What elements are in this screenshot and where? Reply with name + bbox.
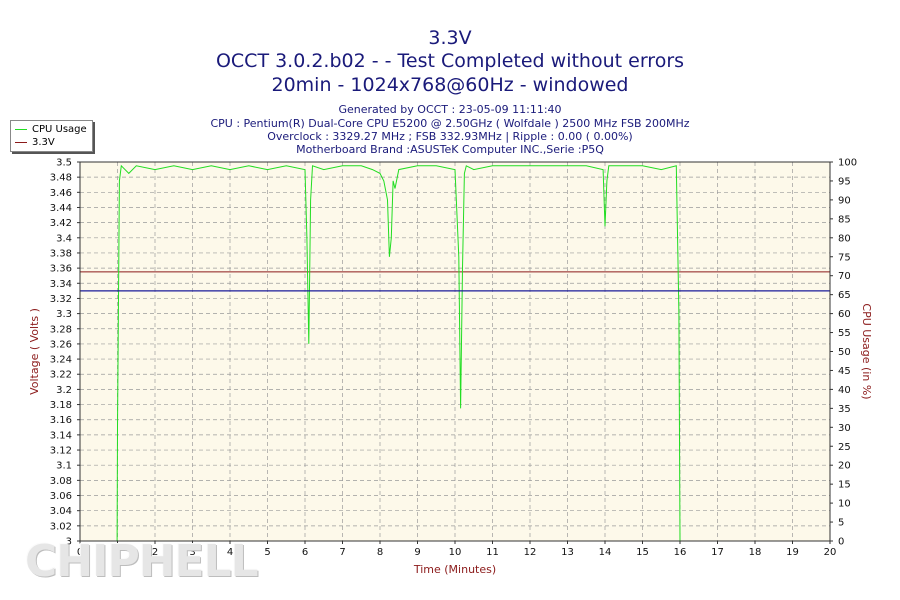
chart-title-line-3: 20min - 1024x768@60Hz - windowed: [271, 74, 629, 96]
y-tick-label: 3.2: [56, 385, 72, 396]
x-tick-label: 15: [636, 547, 649, 558]
x-axis-label: Time (Minutes): [413, 563, 496, 576]
y-tick-label: 3.3: [56, 309, 72, 320]
y-tick-label: 3.28: [50, 324, 72, 335]
y2-tick-label: 35: [838, 404, 851, 415]
x-tick-label: 2: [152, 547, 158, 558]
y-tick-label: 3.12: [50, 446, 72, 457]
legend: CPU Usage 3.3V: [10, 120, 93, 152]
y2-tick-label: 45: [838, 366, 851, 377]
y-tick-label: 3.32: [50, 294, 72, 305]
x-tick-label: 19: [786, 547, 799, 558]
x-tick-label: 4: [227, 547, 233, 558]
legend-label-cpu-usage: CPU Usage: [32, 124, 87, 135]
legend-item-3-3v: 3.3V: [15, 136, 55, 149]
cpu-info: CPU : Pentium(R) Dual-Core CPU E5200 @ 2…: [210, 117, 690, 130]
y2-tick-label: 20: [838, 461, 851, 472]
legend-swatch-3-3v: [15, 141, 27, 143]
y2-tick-label: 0: [838, 537, 844, 548]
y-tick-label: 3.46: [50, 188, 72, 199]
y2-tick-label: 10: [838, 499, 851, 510]
y-tick-label: 3.48: [50, 173, 72, 184]
y-tick-label: 3.26: [50, 339, 72, 350]
y2-tick-label: 85: [838, 214, 851, 225]
y2-tick-label: 80: [838, 233, 851, 244]
y-tick-label: 3.5: [56, 158, 72, 169]
x-tick-label: 17: [711, 547, 724, 558]
y2-tick-label: 15: [838, 480, 851, 491]
y-tick-label: 3.22: [50, 370, 72, 381]
y2-tick-label: 90: [838, 195, 851, 206]
x-tick-label: 20: [824, 547, 837, 558]
chart-title: 3.3V: [428, 27, 472, 49]
chart-title-line-2: OCCT 3.0.2.b02 - - Test Completed withou…: [215, 50, 685, 72]
y-tick-label: 3.34: [50, 279, 72, 290]
y2-tick-label: 100: [838, 158, 857, 169]
y2-tick-label: 40: [838, 385, 851, 396]
y-tick-label: 3: [66, 537, 72, 548]
x-tick-label: 13: [561, 547, 574, 558]
x-tick-label: 11: [486, 547, 499, 558]
x-tick-label: 18: [749, 547, 762, 558]
y-tick-label: 3.06: [50, 491, 72, 502]
x-tick-label: 7: [339, 547, 345, 558]
x-tick-label: 10: [449, 547, 462, 558]
y-tick-label: 3.16: [50, 415, 72, 426]
y-tick-label: 3.04: [50, 506, 72, 517]
y-tick-label: 3.38: [50, 248, 72, 259]
legend-label-3-3v: 3.3V: [32, 137, 55, 148]
y2-axis-label: CPU Usage (in %): [860, 303, 873, 399]
y2-tick-label: 95: [838, 176, 851, 187]
y2-tick-label: 65: [838, 290, 851, 301]
x-tick-label: 3: [189, 547, 195, 558]
x-tick-label: 6: [302, 547, 308, 558]
x-tick-label: 9: [414, 547, 420, 558]
series-line-cpu-usage: [80, 164, 681, 542]
y-tick-label: 3.44: [50, 203, 72, 214]
legend-swatch-cpu-usage: [15, 128, 27, 130]
y2-tick-label: 30: [838, 423, 851, 434]
y2-tick-label: 25: [838, 442, 851, 453]
y-tick-label: 3.4: [56, 233, 72, 244]
x-tick-label: 8: [377, 547, 383, 558]
y2-tick-label: 5: [838, 518, 844, 529]
watermark: CHIPHELL: [25, 536, 259, 587]
x-tick-label: 16: [674, 547, 687, 558]
y-tick-label: 3.08: [50, 476, 72, 487]
x-tick-label: 5: [264, 547, 270, 558]
y-tick-label: 3.02: [50, 521, 72, 532]
y2-tick-label: 50: [838, 347, 851, 358]
y-axis-label: Voltage ( Volts ): [28, 308, 41, 395]
y-tick-label: 3.24: [50, 355, 72, 366]
generated-info: Generated by OCCT : 23-05-09 11:11:40: [338, 103, 562, 116]
x-tick-label: 14: [599, 547, 612, 558]
x-tick-label: 12: [524, 547, 537, 558]
y-tick-label: 3.1: [56, 461, 72, 472]
y2-tick-label: 70: [838, 271, 851, 282]
y-tick-label: 3.42: [50, 218, 72, 229]
x-tick-label: 1: [114, 547, 120, 558]
y2-tick-label: 60: [838, 309, 851, 320]
overclock-info: Overclock : 3329.27 MHz ; FSB 332.93MHz …: [267, 130, 633, 143]
y2-tick-label: 75: [838, 252, 851, 263]
motherboard-info: Motherboard Brand :ASUSTeK Computer INC.…: [296, 143, 604, 156]
y-tick-label: 3.18: [50, 400, 72, 411]
y-tick-label: 3.14: [50, 430, 72, 441]
y-tick-label: 3.36: [50, 264, 72, 275]
x-tick-label: 0: [77, 547, 83, 558]
y2-tick-label: 55: [838, 328, 851, 339]
legend-item-cpu-usage: CPU Usage: [15, 123, 87, 136]
